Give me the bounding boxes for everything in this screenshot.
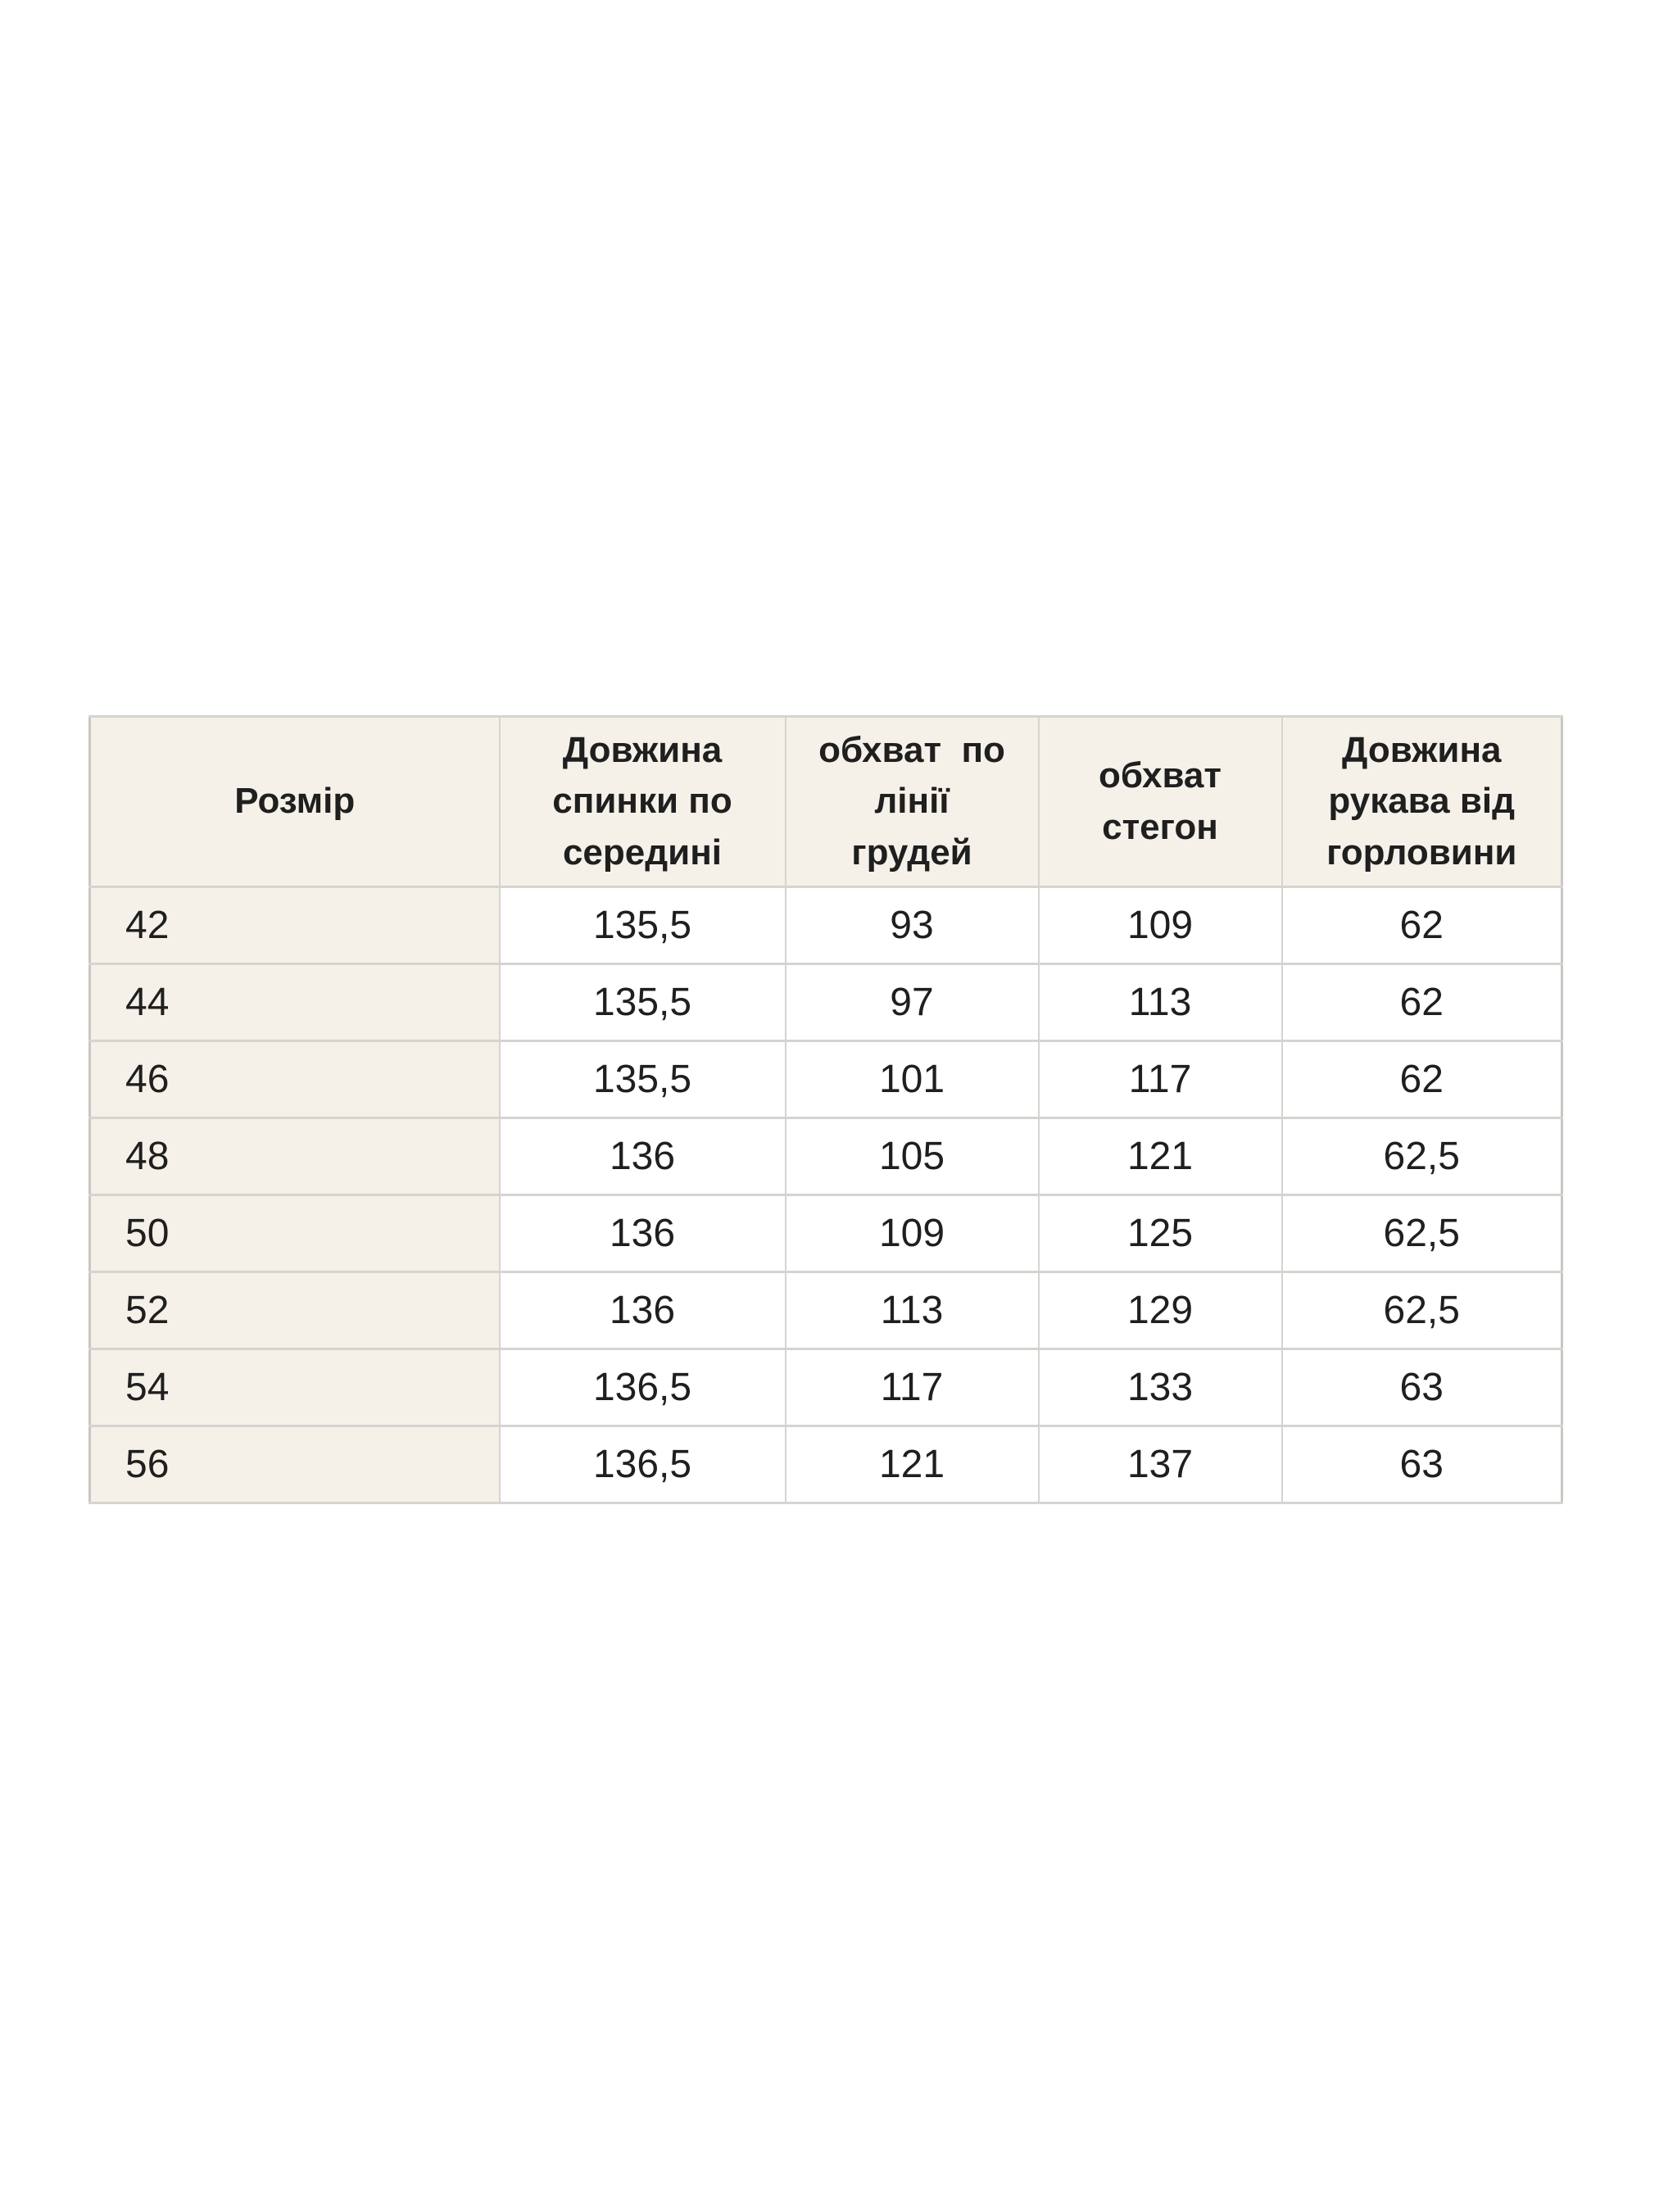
value-cell: 62 [1281, 963, 1563, 1042]
value-cell: 105 [784, 1117, 1040, 1196]
value-cell: 125 [1037, 1194, 1283, 1273]
value-cell: 62 [1281, 886, 1563, 965]
size-cell: 54 [88, 1348, 501, 1427]
value-cell: 117 [784, 1348, 1040, 1427]
value-cell: 97 [784, 963, 1040, 1042]
table-row: 44 135,5 97 113 62 [88, 963, 1563, 1042]
value-cell: 62,5 [1281, 1117, 1563, 1196]
value-cell: 109 [1037, 886, 1283, 965]
table-row: 50 136 109 125 62,5 [88, 1194, 1563, 1273]
value-cell: 62 [1281, 1040, 1563, 1119]
value-cell: 136,5 [498, 1348, 786, 1427]
value-cell: 62,5 [1281, 1271, 1563, 1350]
value-cell: 135,5 [498, 886, 786, 965]
value-cell: 63 [1281, 1425, 1563, 1504]
value-cell: 93 [784, 886, 1040, 965]
size-cell: 56 [88, 1425, 501, 1504]
table-row: 46 135,5 101 117 62 [88, 1040, 1563, 1119]
value-cell: 117 [1037, 1040, 1283, 1119]
column-header-sleeve: Довжина рукава від горловини [1281, 715, 1563, 888]
value-cell: 129 [1037, 1271, 1283, 1350]
column-header-chest: обхват по лінії грудей [784, 715, 1040, 888]
value-cell: 63 [1281, 1348, 1563, 1427]
table-row: 54 136,5 117 133 63 [88, 1348, 1563, 1427]
size-cell: 50 [88, 1194, 501, 1273]
value-cell: 133 [1037, 1348, 1283, 1427]
value-cell: 137 [1037, 1425, 1283, 1504]
value-cell: 113 [1037, 963, 1283, 1042]
value-cell: 136 [498, 1117, 786, 1196]
column-header-back-length: Довжина спинки по середині [498, 715, 786, 888]
value-cell: 121 [1037, 1117, 1283, 1196]
size-cell: 46 [88, 1040, 501, 1119]
table-row: 42 135,5 93 109 62 [88, 886, 1563, 965]
column-header-size: Розмір [88, 715, 501, 888]
value-cell: 135,5 [498, 963, 786, 1042]
value-cell: 121 [784, 1425, 1040, 1504]
value-cell: 135,5 [498, 1040, 786, 1119]
value-cell: 109 [784, 1194, 1040, 1273]
table-row: 56 136,5 121 137 63 [88, 1425, 1563, 1504]
column-header-hips: обхват стегон [1037, 715, 1283, 888]
value-cell: 136,5 [498, 1425, 786, 1504]
size-table: Розмір Довжина спинки по середині обхват… [88, 715, 1563, 1504]
table-row: 52 136 113 129 62,5 [88, 1271, 1563, 1350]
table-body: 42 135,5 93 109 62 44 135,5 97 113 62 46 135,5 101 11… [88, 886, 1563, 1504]
value-cell: 136 [498, 1271, 786, 1350]
value-cell: 136 [498, 1194, 786, 1273]
table-row: 48 136 105 121 62,5 [88, 1117, 1563, 1196]
size-cell: 52 [88, 1271, 501, 1350]
size-cell: 42 [88, 886, 501, 965]
header-row: Розмір Довжина спинки по середині обхват… [88, 715, 1563, 888]
value-cell: 113 [784, 1271, 1040, 1350]
value-cell: 62,5 [1281, 1194, 1563, 1273]
value-cell: 101 [784, 1040, 1040, 1119]
size-cell: 44 [88, 963, 501, 1042]
size-cell: 48 [88, 1117, 501, 1196]
